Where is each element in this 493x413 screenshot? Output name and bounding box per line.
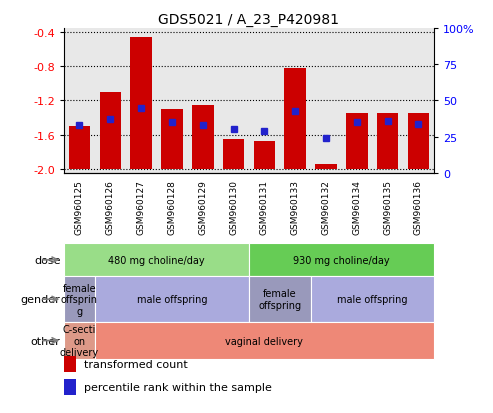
Bar [64, 244, 249, 277]
Bar [223, 140, 245, 169]
Text: male offspring: male offspring [137, 294, 207, 304]
Text: vaginal delivery: vaginal delivery [225, 336, 303, 346]
Bar [311, 277, 434, 322]
Text: 480 mg choline/day: 480 mg choline/day [108, 255, 205, 265]
Bar [253, 142, 275, 169]
Bar [377, 114, 398, 169]
Bar [130, 38, 152, 169]
Text: female
offspring: female offspring [258, 289, 301, 310]
Title: GDS5021 / A_23_P420981: GDS5021 / A_23_P420981 [158, 12, 340, 26]
Bar [408, 114, 429, 169]
Bar [100, 93, 121, 169]
Text: other: other [31, 336, 61, 346]
Bar [346, 114, 368, 169]
Bar [284, 69, 306, 169]
Bar [64, 356, 76, 372]
Bar [315, 165, 337, 169]
Text: transformed count: transformed count [84, 359, 187, 369]
Bar [192, 105, 213, 169]
Bar [69, 127, 90, 169]
Bar [249, 277, 311, 322]
Bar [64, 322, 95, 359]
Bar [64, 379, 76, 395]
Text: male offspring: male offspring [337, 294, 408, 304]
Text: 930 mg choline/day: 930 mg choline/day [293, 255, 389, 265]
Bar [249, 244, 434, 277]
Bar [95, 277, 249, 322]
Bar [64, 277, 95, 322]
Text: female
offsprin
g: female offsprin g [61, 283, 98, 316]
Text: percentile rank within the sample: percentile rank within the sample [84, 382, 272, 392]
Text: gender: gender [21, 294, 61, 304]
Text: C-secti
on
delivery: C-secti on delivery [60, 324, 99, 357]
Text: dose: dose [34, 255, 61, 265]
Bar [161, 110, 183, 169]
